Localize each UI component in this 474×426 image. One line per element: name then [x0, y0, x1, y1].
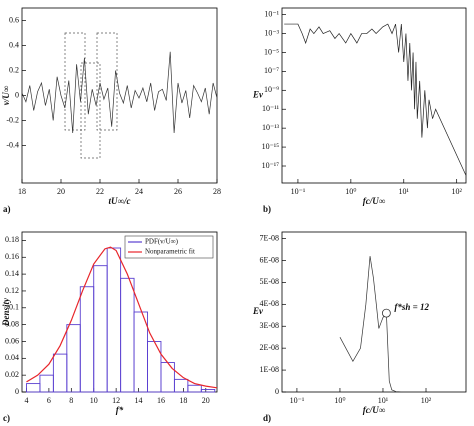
y-tick-label: 0.14 [5, 269, 19, 278]
y-axis-label: Density [1, 297, 11, 327]
annotation-marker [381, 308, 391, 318]
x-tick-label: 6 [47, 396, 51, 405]
panel-label: a) [3, 204, 11, 214]
x-tick-label: 18 [179, 396, 187, 405]
y-tick-label: -0.2 [6, 115, 19, 124]
x-tick-label: 28 [213, 187, 221, 196]
panel-label: b) [263, 204, 271, 214]
y-tick-label: 10⁻¹³ [262, 123, 280, 132]
histogram-bar [133, 311, 148, 393]
histogram-bar [200, 389, 216, 393]
x-axis-label: fc/U∞ [363, 405, 385, 415]
x-tick-label: 18 [18, 187, 26, 196]
histogram-bar [93, 265, 108, 393]
y-tick-label: 0.1 [9, 303, 19, 312]
dashed-boxes [64, 32, 118, 159]
x-tick-label: 10¹ [399, 187, 410, 196]
x-tick-label: 14 [135, 396, 143, 405]
x-tick-label: 24 [135, 187, 143, 196]
histogram-bar [173, 378, 189, 393]
histogram-bar [106, 247, 122, 393]
x-tick-label: 10² [451, 187, 462, 196]
legend-label: Nonparametric fit [145, 248, 195, 256]
histogram-bar [120, 277, 135, 393]
y-axis-label: v/U∞ [1, 86, 11, 105]
data-line [339, 256, 404, 393]
histogram-bar [52, 353, 68, 393]
x-tick-label: 10⁰ [345, 187, 356, 196]
y-tick-label: 5E-08 [259, 277, 279, 286]
y-tick-label: 0 [15, 90, 19, 99]
y-tick-label: 0.4 [9, 40, 19, 49]
x-axis-label: fc/U∞ [363, 196, 385, 206]
panel-label: c) [3, 413, 10, 423]
x-tick-label: 10⁰ [334, 396, 345, 405]
x-axis-label: f* [116, 405, 124, 415]
y-tick-label: 10⁻¹⁵ [262, 142, 280, 151]
y-tick-label: 0.6 [9, 15, 19, 24]
y-axis-label: Ev [252, 90, 264, 100]
y-tick-label: 10⁻⁵ [264, 47, 279, 56]
data-line [284, 23, 467, 176]
y-tick-label: -0.4 [6, 140, 19, 149]
y-tick-label: 4E-08 [259, 299, 279, 308]
histogram-bar [79, 286, 95, 393]
y-tick-label: 0.18 [5, 235, 19, 244]
y-tick-label: 0.06 [5, 336, 19, 345]
x-tick-label: 10⁻¹ [290, 396, 305, 405]
y-tick-label: 3E-08 [259, 321, 279, 330]
dashed-box [80, 62, 101, 159]
x-tick-label: 10 [90, 396, 98, 405]
data-line [21, 51, 218, 134]
x-tick-label: 16 [157, 396, 165, 405]
y-tick-label: 2E-08 [259, 343, 279, 352]
data-line [26, 246, 218, 389]
x-tick-label: 10¹ [378, 396, 389, 405]
legend-label: PDF(v/U∞) [145, 238, 179, 246]
y-tick-label: 0.16 [5, 252, 19, 261]
dashed-box [64, 32, 86, 131]
x-axis-label: tU∞/c [109, 196, 131, 206]
x-tick-label: 20 [202, 396, 210, 405]
histogram-bar [66, 324, 81, 393]
x-tick-label: 22 [96, 187, 104, 196]
y-tick-label: 10⁻¹ [264, 9, 279, 18]
panel-label: d) [263, 413, 271, 423]
y-tick-label: 0.12 [5, 286, 19, 295]
x-tick-label: 26 [174, 187, 182, 196]
y-axis-label: Ev [252, 306, 264, 316]
y-tick-label: 10⁻⁷ [264, 66, 279, 75]
x-tick-label: 10⁻¹ [291, 187, 306, 196]
x-tick-label: 10² [421, 396, 432, 405]
y-tick-label: 0 [275, 387, 279, 396]
y-tick-label: 10⁻³ [264, 28, 279, 37]
y-tick-label: 0.2 [9, 65, 19, 74]
histogram-bar [26, 383, 41, 393]
y-tick-label: 0.04 [5, 353, 19, 362]
plot-frame [281, 231, 467, 393]
y-tick-label: 1E-08 [259, 365, 279, 374]
y-tick-label: 7E-08 [259, 233, 279, 242]
histogram-bar [187, 384, 202, 393]
y-tick-label: 10⁻⁹ [264, 85, 279, 94]
y-tick-label: 10⁻¹¹ [262, 104, 280, 113]
dashed-box [96, 32, 118, 131]
x-tick-label: 8 [69, 396, 73, 405]
histogram-bar [160, 362, 175, 393]
plot-frame [281, 7, 467, 184]
legend-box [124, 235, 214, 259]
y-tick-label: 0.02 [5, 370, 19, 379]
x-tick-label: 20 [57, 187, 65, 196]
plot-frame [21, 7, 218, 184]
x-tick-label: 4 [24, 396, 28, 405]
y-tick-label: 6E-08 [259, 255, 279, 264]
annotation-text: f*sh = 12 [394, 302, 429, 312]
y-tick-label: 0.08 [5, 319, 19, 328]
histogram-bar [39, 374, 54, 393]
y-tick-label: 10⁻¹⁷ [262, 161, 280, 170]
x-tick-label: 12 [112, 396, 120, 405]
y-tick-label: 0 [15, 387, 19, 396]
